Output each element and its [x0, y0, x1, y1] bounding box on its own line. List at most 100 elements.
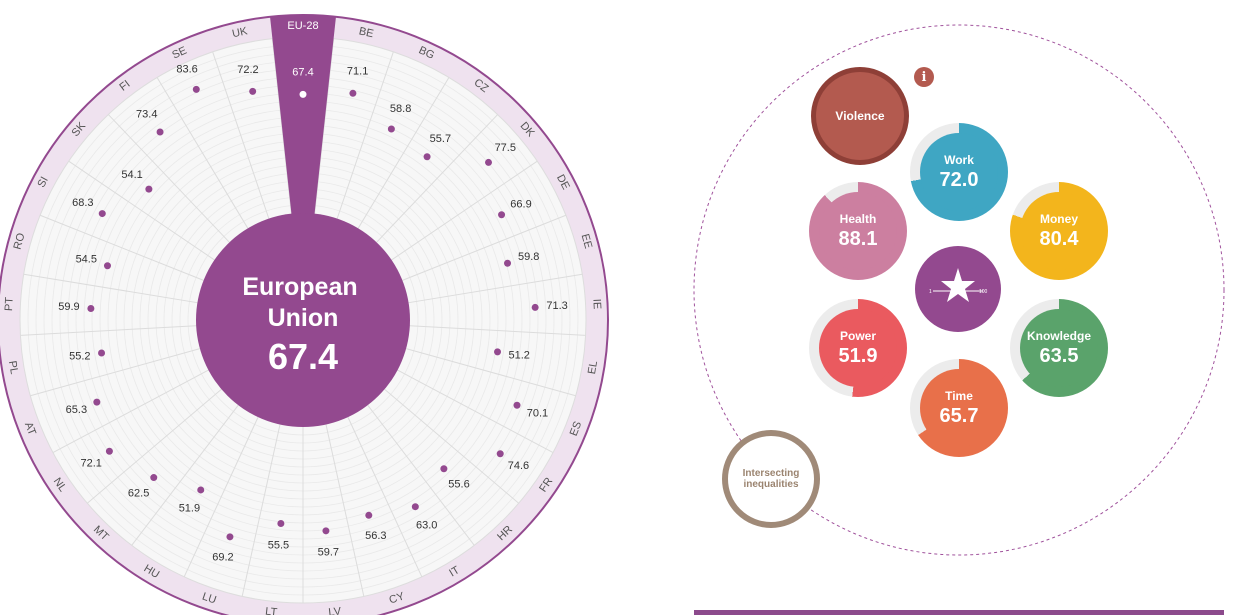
sector-divider — [212, 51, 270, 219]
money-label: Money — [1039, 211, 1078, 226]
logo-scale-min: 1 — [929, 289, 932, 295]
sector-divider — [52, 369, 209, 454]
data-value-label: 72.2 — [237, 64, 258, 76]
sector-divider — [402, 214, 567, 281]
data-point[interactable] — [349, 89, 357, 97]
sector-divider — [20, 325, 197, 336]
data-point[interactable] — [494, 348, 502, 356]
country-code-label: PL — [6, 360, 20, 375]
sector-divider — [409, 325, 586, 336]
data-point[interactable] — [485, 158, 493, 166]
gender-equality-logo[interactable]: 1 100 — [915, 246, 1001, 332]
data-point[interactable] — [387, 125, 395, 133]
data-point[interactable] — [150, 474, 158, 482]
data-point[interactable] — [93, 398, 101, 406]
intersecting-label-line2: inequalities — [743, 479, 799, 490]
data-value-label: 55.7 — [430, 133, 451, 145]
sector-divider — [68, 160, 215, 261]
knowledge-value: 63.5 — [1039, 344, 1079, 367]
money-domain[interactable]: Money 80.4 — [1020, 192, 1098, 270]
sector-divider — [397, 369, 554, 454]
knowledge-domain[interactable]: Knowledge 63.5 — [1020, 309, 1098, 387]
data-point[interactable] — [226, 533, 234, 541]
data-point[interactable] — [197, 486, 205, 494]
data-point[interactable] — [192, 85, 200, 93]
data-point[interactable] — [98, 210, 106, 218]
data-point[interactable] — [531, 303, 539, 311]
data-point[interactable] — [98, 349, 106, 357]
data-point[interactable] — [105, 447, 113, 455]
highlight-wedge-eu28[interactable] — [270, 14, 336, 216]
intersecting-inequalities-domain[interactable]: Intersecting inequalities — [722, 430, 820, 528]
center-value: 67.4 — [268, 336, 338, 377]
country-code-label: EE — [579, 233, 594, 250]
work-label: Work — [944, 152, 974, 167]
data-value-label: 55.5 — [268, 539, 289, 551]
data-value-label: 71.1 — [347, 66, 368, 78]
sector-divider — [325, 424, 365, 597]
time-value: 65.7 — [939, 404, 979, 427]
sector-divider — [336, 51, 394, 219]
violence-domain[interactable]: Violence — [811, 67, 909, 165]
intersecting-label-line1: Intersecting — [742, 468, 800, 479]
data-value-label: 55.2 — [69, 350, 90, 362]
data-point[interactable] — [277, 519, 285, 527]
sector-divider — [183, 416, 259, 578]
country-code-label: LV — [328, 605, 343, 615]
center-title-line2: Union — [268, 304, 339, 332]
country-code-label: IE — [590, 299, 603, 310]
work-domain[interactable]: Work 72.0 — [920, 133, 998, 211]
sector-divider — [86, 388, 222, 504]
sector-divider — [391, 160, 538, 261]
time-domain[interactable]: Time 65.7 — [920, 369, 998, 447]
money-value: 80.4 — [1039, 227, 1079, 250]
sector-divider — [347, 416, 423, 578]
power-domain[interactable]: Power 51.9 — [819, 309, 897, 387]
data-value-label: 74.6 — [508, 460, 529, 472]
logo-star — [941, 268, 975, 302]
data-point[interactable] — [496, 450, 504, 458]
data-value-label: 77.5 — [495, 142, 516, 154]
data-value-label: 62.5 — [128, 487, 149, 499]
data-value-label: 55.6 — [448, 479, 469, 491]
data-value-label: 63.0 — [416, 519, 437, 531]
health-domain[interactable]: Health 88.1 — [819, 192, 897, 270]
country-code-label: LU — [201, 591, 218, 607]
country-code-label: EU-28 — [287, 20, 318, 32]
data-value-label: 67.4 — [292, 66, 313, 78]
health-value: 88.1 — [838, 227, 878, 250]
data-point[interactable] — [299, 90, 307, 98]
data-point[interactable] — [423, 153, 431, 161]
data-point[interactable] — [103, 262, 111, 270]
sector-divider — [39, 214, 204, 281]
data-point[interactable] — [504, 259, 512, 267]
country-code-label: SI — [35, 175, 50, 190]
data-point[interactable] — [322, 527, 330, 535]
data-value-label: 72.1 — [80, 458, 101, 470]
data-point[interactable] — [145, 185, 153, 193]
data-point[interactable] — [513, 401, 521, 409]
power-label: Power — [839, 328, 876, 343]
data-value-label: 59.7 — [318, 547, 339, 559]
data-point[interactable] — [440, 465, 448, 473]
data-point[interactable] — [87, 304, 95, 312]
country-code-label: RO — [12, 231, 28, 251]
data-point[interactable] — [365, 511, 373, 519]
data-value-label: 54.5 — [76, 254, 97, 266]
sector-divider — [405, 348, 576, 397]
info-icon[interactable]: i — [914, 67, 934, 87]
data-value-label: 70.1 — [527, 407, 548, 419]
info-icon-glyph: i — [921, 69, 927, 85]
data-point[interactable] — [156, 128, 164, 136]
data-point[interactable] — [498, 211, 506, 219]
data-value-label: 69.2 — [212, 552, 233, 564]
sector-divider — [23, 273, 198, 304]
center-circle — [196, 213, 410, 427]
time-label: Time — [945, 388, 973, 403]
data-point[interactable] — [249, 87, 257, 95]
country-code-label: AT — [22, 420, 38, 437]
data-value-label: 66.9 — [510, 198, 531, 210]
sector-divider — [357, 77, 450, 229]
data-point[interactable] — [411, 503, 419, 511]
sector-divider — [408, 273, 583, 304]
